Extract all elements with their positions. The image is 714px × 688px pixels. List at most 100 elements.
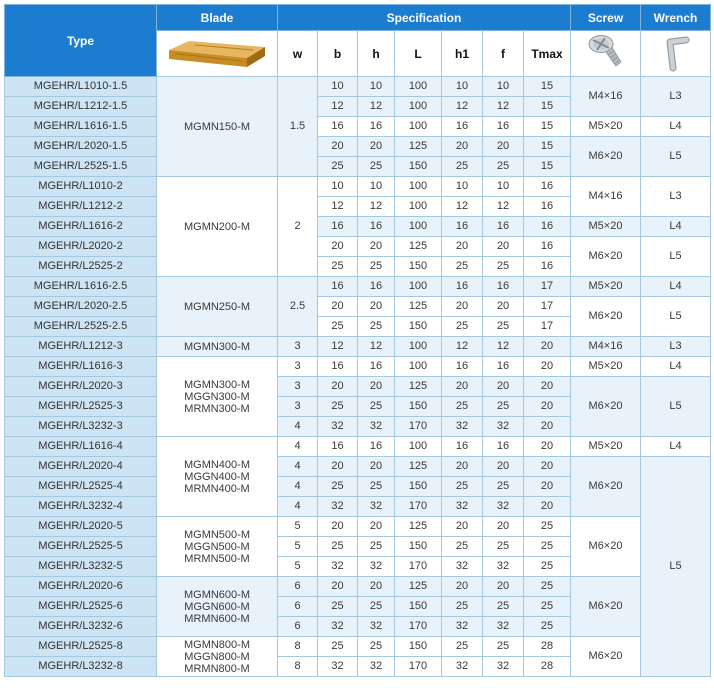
tmax-cell: 20	[523, 336, 571, 357]
type-cell: MGEHR/L1212-2	[4, 196, 157, 217]
h1-cell: 25	[441, 396, 483, 417]
tmax-cell: 25	[523, 556, 571, 577]
table-row: MGEHR/L1212-3 MGMN300-M 3 12 12 100 12 12 20 M4×1…	[4, 336, 711, 357]
table-row: MGEHR/L1616-3 MGMN300-M MGGN300-M MRMN300-M…	[4, 356, 711, 437]
h1-cell: 12	[441, 196, 483, 217]
f-cell: 20	[482, 516, 524, 537]
table-row: MGEHR/L3232-6 6 32 32 170 32 32 25	[4, 616, 711, 637]
screw-cell: M5×20	[570, 116, 641, 137]
w-cell: 2	[277, 176, 318, 277]
f-cell: 20	[482, 576, 524, 597]
L-cell: 125	[394, 136, 442, 157]
f-cell: 10	[482, 176, 524, 197]
screw-cell: M6×20	[570, 296, 641, 337]
tmax-cell: 20	[523, 396, 571, 417]
table-row: MGEHR/L2020-4 4 20 20 125 20 20 20 M6×20 L5	[4, 456, 711, 677]
h-cell: 12	[357, 336, 395, 357]
screw-cell: M6×20	[570, 236, 641, 277]
table-row: MGEHR/L2525-5 5 25 25 150 25 25 25	[4, 536, 711, 557]
b-cell: 10	[317, 176, 358, 197]
f-cell: 25	[482, 596, 524, 617]
tmax-cell: 20	[523, 476, 571, 497]
type-cell: MGEHR/L2525-4	[4, 476, 157, 497]
table-row: MGEHR/L2020-3 3 20 20 125 20 20 20 M6×20 L5	[4, 376, 711, 437]
f-cell: 25	[482, 256, 524, 277]
spec-table: Type Blade Specification Screw Wrench w	[4, 4, 711, 677]
b-cell: 16	[317, 216, 358, 237]
screw-icon	[588, 34, 622, 67]
h-cell: 20	[357, 236, 395, 257]
tmax-cell: 15	[523, 136, 571, 157]
h-cell: 32	[357, 556, 395, 577]
column-header-h1: h1	[441, 30, 483, 77]
h-cell: 32	[357, 656, 395, 677]
f-cell: 25	[482, 476, 524, 497]
type-cell: MGEHR/L2525-2.5	[4, 316, 157, 337]
L-cell: 170	[394, 416, 442, 437]
tmax-cell: 20	[523, 496, 571, 517]
h-cell: 16	[357, 356, 395, 377]
table-row: MGEHR/L2525-3 3 25 25 150 25 25 20	[4, 396, 711, 417]
type-cell: MGEHR/L2020-3	[4, 376, 157, 397]
b-cell: 25	[317, 536, 358, 557]
blade-model: MRMN600-M	[184, 612, 250, 625]
f-cell: 16	[482, 216, 524, 237]
blade-insert-image	[169, 40, 265, 67]
blade-cell: MGMN500-M MGGN500-M MRMN500-M	[156, 516, 278, 577]
f-cell: 25	[482, 156, 524, 177]
type-cell: MGEHR/L2525-8	[4, 636, 157, 657]
wrench-cell: L4	[640, 116, 711, 137]
type-cell: MGEHR/L1616-2	[4, 216, 157, 237]
h1-cell: 25	[441, 476, 483, 497]
type-cell: MGEHR/L1212-1.5	[4, 96, 157, 117]
h-cell: 12	[357, 96, 395, 117]
screw-cell: M5×20	[570, 276, 641, 297]
screw-cell: M6×20	[570, 576, 641, 637]
table-row: MGEHR/L2525-6 6 25 25 150 25 25 25	[4, 596, 711, 617]
h1-cell: 32	[441, 656, 483, 677]
L-cell: 170	[394, 656, 442, 677]
tmax-cell: 16	[523, 196, 571, 217]
tmax-cell: 28	[523, 656, 571, 677]
h1-cell: 10	[441, 176, 483, 197]
b-cell: 16	[317, 276, 358, 297]
w-cell: 8	[277, 656, 318, 677]
type-cell: MGEHR/L1010-1.5	[4, 76, 157, 97]
h1-cell: 16	[441, 116, 483, 137]
screw-cell: M4×16	[570, 176, 641, 217]
h-cell: 16	[357, 216, 395, 237]
wrench-cell: L4	[640, 216, 711, 237]
screw-icon-cell	[570, 30, 641, 77]
blade-cell: MGMN800-M MGGN800-M MRMN800-M	[156, 636, 278, 677]
table-row: MGEHR/L3232-3 4 32 32 170 32 32 20	[4, 416, 711, 437]
w-cell: 5	[277, 556, 318, 577]
h-cell: 32	[357, 616, 395, 637]
column-header-screw: Screw	[570, 4, 641, 31]
wrench-cell: L5	[640, 296, 711, 337]
b-cell: 20	[317, 516, 358, 537]
type-cell: MGEHR/L3232-8	[4, 656, 157, 677]
column-header-b: b	[317, 30, 358, 77]
blade-cell: MGMN250-M	[156, 276, 278, 337]
tmax-cell: 28	[523, 636, 571, 657]
L-cell: 150	[394, 476, 442, 497]
blade-cell: MGMN300-M	[156, 336, 278, 357]
b-cell: 32	[317, 616, 358, 637]
b-cell: 16	[317, 116, 358, 137]
f-cell: 20	[482, 136, 524, 157]
L-cell: 100	[394, 436, 442, 457]
L-cell: 150	[394, 316, 442, 337]
blade-model: MGMN800-M	[183, 638, 250, 651]
f-cell: 32	[482, 656, 524, 677]
blade-model: MGMN150-M	[183, 120, 250, 133]
wrench-cell: L3	[640, 336, 711, 357]
h1-cell: 32	[441, 416, 483, 437]
wrench-icon-cell	[640, 30, 711, 77]
type-cell: MGEHR/L3232-3	[4, 416, 157, 437]
tmax-cell: 16	[523, 176, 571, 197]
b-cell: 32	[317, 416, 358, 437]
tmax-cell: 20	[523, 456, 571, 477]
w-cell: 3	[277, 376, 318, 397]
f-cell: 25	[482, 396, 524, 417]
tmax-cell: 16	[523, 236, 571, 257]
